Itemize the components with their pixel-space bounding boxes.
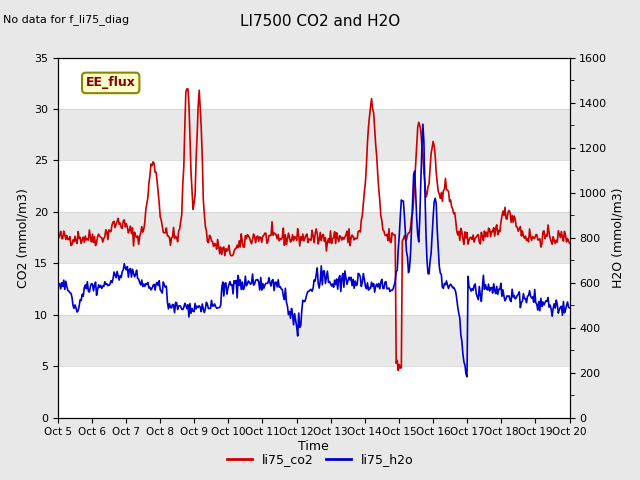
- Bar: [58, 366, 570, 418]
- Text: EE_flux: EE_flux: [86, 76, 136, 89]
- Bar: [58, 58, 570, 109]
- Legend: li75_co2, li75_h2o: li75_co2, li75_h2o: [221, 448, 419, 471]
- Text: LI7500 CO2 and H2O: LI7500 CO2 and H2O: [240, 14, 400, 29]
- Text: No data for f_li75_diag: No data for f_li75_diag: [3, 14, 129, 25]
- X-axis label: Time: Time: [298, 440, 329, 453]
- Bar: [58, 160, 570, 212]
- Bar: [58, 264, 570, 315]
- Y-axis label: CO2 (mmol/m3): CO2 (mmol/m3): [17, 188, 29, 288]
- Y-axis label: H2O (mmol/m3): H2O (mmol/m3): [612, 187, 625, 288]
